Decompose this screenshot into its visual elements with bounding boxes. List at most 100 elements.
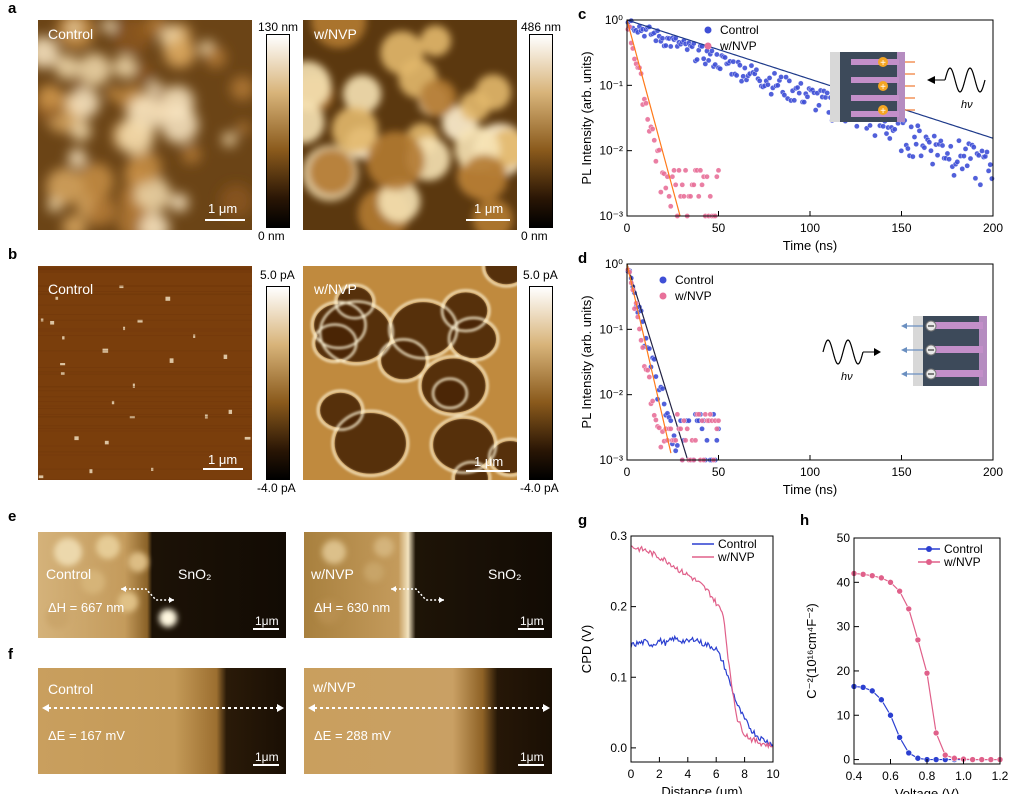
x-tick-label: 1.2 <box>992 769 1009 783</box>
data-point <box>878 696 885 704</box>
x-tick-label: 6 <box>713 767 720 781</box>
cafm-image-control <box>38 266 252 480</box>
data-point <box>859 684 867 691</box>
y-tick-label: 10 <box>837 708 851 722</box>
legend-marker <box>704 26 712 34</box>
plot-frame <box>630 535 774 763</box>
y-tick-label: 10⁻¹ <box>599 322 623 336</box>
x-tick-label: 0.6 <box>882 769 899 783</box>
data-point <box>671 167 677 174</box>
legend-label: w/NVP <box>719 39 757 53</box>
colorbar-a-left <box>266 34 290 228</box>
data-point <box>704 437 710 444</box>
data-point <box>667 203 674 210</box>
kpfm-e-nvp-scalebar <box>518 628 544 630</box>
data-point <box>715 167 722 174</box>
data-point <box>887 579 894 586</box>
cross-section-control <box>38 532 286 638</box>
x-tick-label: 0 <box>624 221 631 235</box>
data-point <box>959 166 966 172</box>
data-point <box>669 173 676 180</box>
kpfm-f-nvp-label: w/NVP <box>313 679 356 695</box>
data-point <box>730 58 737 65</box>
inset-schematic: hν <box>822 316 987 386</box>
afm-nvp-scalebar <box>466 219 510 221</box>
y-tick-label: 10⁻² <box>599 144 623 158</box>
data-point <box>676 167 682 174</box>
y-tick-label: 40 <box>837 575 851 589</box>
data-point <box>887 711 894 719</box>
data-point <box>778 74 784 80</box>
data-point <box>707 411 714 418</box>
x-tick-label: 0 <box>628 767 635 781</box>
kpfm-e-control-label: Control <box>46 566 92 582</box>
svg-text:+: + <box>880 58 886 69</box>
data-point <box>686 417 692 424</box>
panel-label-a: a <box>8 0 17 17</box>
cafm-nvp-scale-label: 1 μm <box>474 454 504 469</box>
data-point <box>631 305 638 312</box>
data-point <box>653 417 659 423</box>
data-point <box>939 142 946 149</box>
y-tick-label: 30 <box>837 620 851 634</box>
data-point <box>672 447 679 454</box>
data-point <box>658 189 664 195</box>
data-point <box>926 139 933 145</box>
data-point <box>681 193 687 200</box>
data-point <box>914 636 922 644</box>
data-point <box>987 756 995 763</box>
data-point <box>783 74 789 80</box>
cafm-nvp-scalebar <box>466 470 510 472</box>
data-point <box>649 398 656 404</box>
data-point <box>867 122 873 129</box>
data-point <box>798 80 804 87</box>
cafm-control-scalebar <box>203 468 243 470</box>
data-point <box>715 417 722 424</box>
data-point <box>651 412 658 419</box>
y-tick-label: 0 <box>843 753 850 767</box>
series-wnvp <box>850 570 1004 763</box>
data-point <box>931 133 938 139</box>
y-tick-label: 10⁰ <box>605 257 623 271</box>
data-point <box>977 181 984 188</box>
data-point <box>643 100 649 107</box>
data-point <box>687 193 694 200</box>
afm-control-scalebar <box>205 219 245 221</box>
data-point <box>753 66 760 73</box>
data-point <box>702 411 709 418</box>
colorbar-b-left <box>266 286 290 480</box>
data-point <box>674 411 681 418</box>
data-point <box>923 669 931 677</box>
mott-schottky-chart-h: 0.4 0.6 0.8 1.0 1.2 0 10 20 30 40 50 Voltage (V) C⁻²… <box>804 531 1009 794</box>
data-point <box>804 93 811 100</box>
data-point <box>679 182 686 188</box>
y-tick-label: 0.0 <box>610 741 627 755</box>
x-tick-label: 4 <box>684 767 691 781</box>
colorbar-a-right-min: 0 nm <box>521 229 548 243</box>
data-point <box>699 182 705 188</box>
data-point <box>684 426 691 432</box>
colorbar-a-left-max: 130 nm <box>258 20 299 34</box>
x-tick-label: 200 <box>983 221 1003 235</box>
y-tick-label: 20 <box>837 664 851 678</box>
data-point <box>883 130 890 137</box>
data-point <box>737 62 743 69</box>
data-point <box>914 122 921 129</box>
series-control <box>625 17 995 188</box>
data-point <box>970 144 977 150</box>
data-point <box>905 605 913 613</box>
x-tick-label: 150 <box>891 221 911 235</box>
series-line <box>630 634 774 748</box>
legend-label: w/NVP <box>717 550 755 564</box>
x-axis-label: Distance (μm) <box>661 784 742 794</box>
data-point <box>656 147 663 153</box>
svg-text:+: + <box>880 106 886 117</box>
legend-label: Control <box>944 542 983 556</box>
data-point <box>972 175 979 182</box>
data-point <box>695 411 702 418</box>
x-tick-label: 0 <box>624 465 631 479</box>
colorbar-a-left-min: 0 nm <box>258 229 285 243</box>
panel-label-f: f <box>8 646 13 663</box>
data-point <box>891 126 898 133</box>
data-point <box>695 193 702 200</box>
